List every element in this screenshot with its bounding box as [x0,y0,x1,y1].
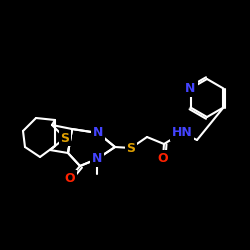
Text: N: N [185,82,196,95]
Text: HN: HN [172,126,192,140]
Text: O: O [158,152,168,164]
Text: S: S [126,142,136,154]
Text: O: O [65,172,75,184]
Text: N: N [93,126,103,140]
Text: S: S [60,132,70,144]
Text: N: N [92,152,102,166]
